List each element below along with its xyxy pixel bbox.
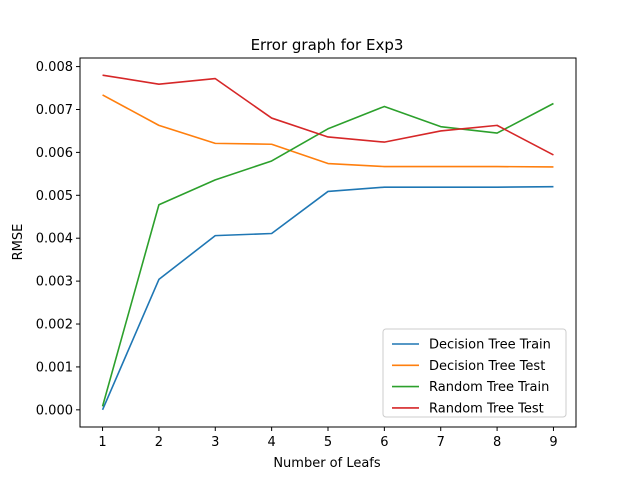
legend-entry-label: Decision Tree Train [429, 338, 551, 353]
chart-title: Error graph for Exp3 [251, 36, 404, 54]
y-tick-label: 0.004 [36, 232, 73, 247]
x-tick-label: 5 [324, 435, 332, 450]
x-tick-label: 3 [211, 435, 219, 450]
x-tick-label: 4 [267, 435, 275, 450]
series-line-random-tree-train [101, 102, 554, 407]
x-tick-label: 7 [437, 435, 445, 450]
y-tick-label: 0.002 [36, 318, 73, 333]
y-tick-label: 0.007 [36, 103, 73, 118]
x-tick-label: 6 [380, 435, 388, 450]
legend-entry-label: Random Tree Test [429, 401, 544, 416]
legend-entry-label: Random Tree Train [429, 380, 549, 395]
y-tick-label: 0.008 [36, 60, 73, 75]
y-tick-label: 0.003 [36, 275, 73, 290]
series-line-decision-tree-train [101, 185, 554, 411]
series-line-random-tree-test [102, 74, 554, 156]
y-tick-label: 0.000 [36, 403, 73, 418]
y-axis: 0.000 0.001 0.002 0.003 0.004 0.005 0.006 0.007… [36, 60, 80, 418]
y-tick-label: 0.005 [36, 189, 73, 204]
x-axis-label: Number of Leafs [273, 456, 381, 471]
x-tick-label: 1 [98, 435, 106, 450]
x-axis: 1 2 3 4 5 6 7 8 9 [98, 427, 558, 450]
x-tick-label: 2 [155, 435, 163, 450]
x-tick-label: 9 [549, 435, 557, 450]
y-tick-label: 0.006 [36, 146, 73, 161]
legend-entry-label: Decision Tree Test [429, 359, 545, 374]
legend: Decision Tree Train Decision Tree Test Ran… [382, 328, 567, 418]
legend-box [382, 328, 567, 418]
y-axis-label: RMSE [11, 224, 26, 261]
y-tick-label: 0.001 [36, 360, 73, 375]
series-line-decision-tree-test [102, 94, 554, 168]
series-group [101, 74, 554, 411]
plot-frame [79, 57, 577, 428]
x-tick-label: 8 [493, 435, 501, 450]
